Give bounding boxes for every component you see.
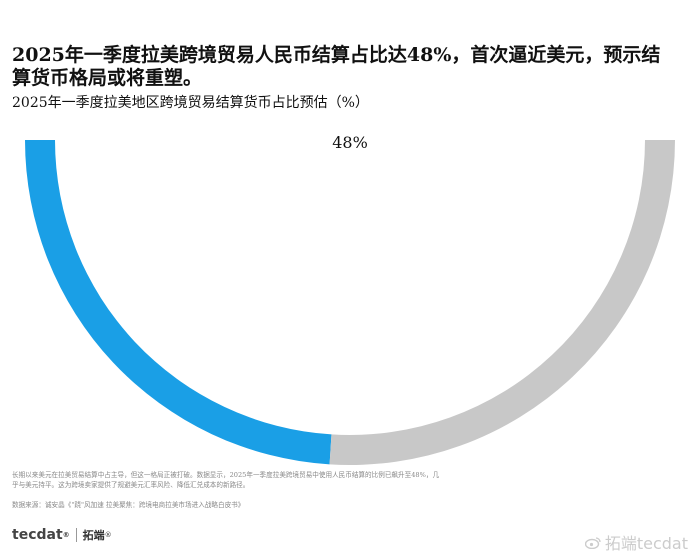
brand-cn-mark: ® [104,531,112,539]
tecdat-logo-mark: ® [62,531,70,539]
headline: 2025年一季度拉美跨境贸易人民币结算占比达48%，首次逼近美元，预示结算货币格… [12,44,661,89]
tecdat-logo: tecdat ® [12,527,70,543]
weibo-icon [584,536,601,549]
data-source: 数据来源：诚安晶《"跷"风加速 拉美聚焦：跨境电商拉美市场进入战略白皮书》 [12,501,245,509]
brand-footer: tecdat ® 拓端 ® [12,524,112,546]
watermark: 拓端tecdat [584,530,688,554]
watermark-text: 拓端tecdat [604,534,688,553]
brand-divider [75,528,77,542]
chart-subtitle: 2025年一季度拉美地区跨境贸易结算货币占比预估（%） [12,95,369,111]
brand-chinese-name: 拓端 [82,529,105,542]
donut-slice-0 [25,140,332,465]
donut-slice-1 [329,140,675,465]
footnote: 长期以来美元在拉美贸易结算中占主导，但这一格局正被打破。数据显示，2025年一季… [12,471,440,489]
center-value-label: 48% [332,133,368,152]
tecdat-logo-text: tecdat [12,527,63,543]
